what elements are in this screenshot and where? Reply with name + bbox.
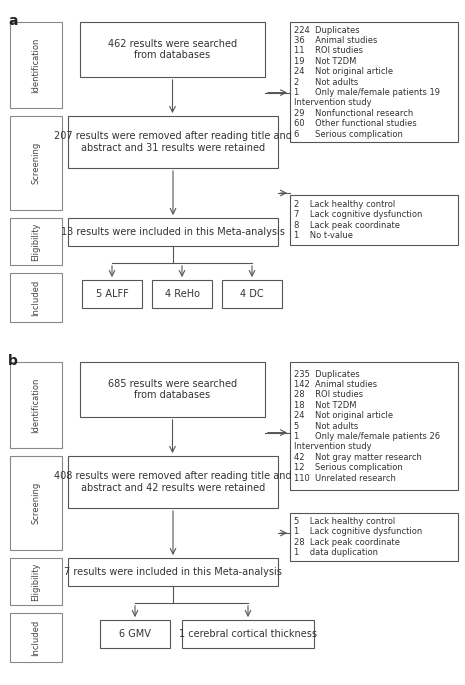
Text: Screening: Screening — [32, 142, 40, 184]
Text: 2    Lack healthy control
7    Lack cognitive dysfunction
8    Lack peak coordin: 2 Lack healthy control 7 Lack cognitive … — [294, 200, 422, 240]
Bar — [222, 280, 282, 308]
Bar — [182, 620, 314, 648]
Bar — [68, 116, 278, 168]
Bar — [10, 273, 62, 322]
Text: 224  Duplicates
36    Animal studies
11    ROI studies
19    Not T2DM
24    Not : 224 Duplicates 36 Animal studies 11 ROI … — [294, 25, 440, 138]
Bar — [10, 558, 62, 605]
Bar — [10, 116, 62, 210]
Text: 4 ReHo: 4 ReHo — [165, 289, 199, 299]
Text: a: a — [8, 14, 18, 28]
Text: Included: Included — [32, 279, 40, 316]
Text: Screening: Screening — [32, 482, 40, 524]
Text: 462 results were searched
from databases: 462 results were searched from databases — [108, 38, 237, 60]
Bar — [68, 558, 278, 586]
Bar — [152, 280, 212, 308]
Bar — [10, 22, 62, 108]
Bar — [10, 456, 62, 550]
Bar — [290, 22, 458, 142]
Text: 6 GMV: 6 GMV — [119, 629, 151, 639]
Bar — [68, 218, 278, 246]
Bar — [68, 456, 278, 508]
Text: 4 DC: 4 DC — [240, 289, 264, 299]
Bar — [80, 362, 265, 417]
Text: Included: Included — [32, 619, 40, 656]
Text: Eligibility: Eligibility — [32, 222, 40, 261]
Text: b: b — [8, 354, 18, 368]
Text: 5 ALFF: 5 ALFF — [96, 289, 128, 299]
Text: 5    Lack healthy control
1    Lack cognitive dysfunction
28  Lack peak coordina: 5 Lack healthy control 1 Lack cognitive … — [294, 517, 422, 557]
Bar — [82, 280, 142, 308]
Text: 13 results were included in this Meta-analysis: 13 results were included in this Meta-an… — [61, 227, 285, 237]
Bar — [10, 613, 62, 662]
Text: Identification: Identification — [32, 377, 40, 433]
Bar — [290, 513, 458, 561]
Text: 207 results were removed after reading title and
abstract and 31 results were re: 207 results were removed after reading t… — [54, 132, 292, 153]
Text: Eligibility: Eligibility — [32, 562, 40, 601]
Text: 235  Duplicates
142  Animal studies
28    ROI studies
18    Not T2DM
24    Not o: 235 Duplicates 142 Animal studies 28 ROI… — [294, 369, 440, 482]
Text: 408 results were removed after reading title and
abstract and 42 results were re: 408 results were removed after reading t… — [54, 471, 292, 493]
Text: 1 cerebral cortical thickness: 1 cerebral cortical thickness — [179, 629, 317, 639]
Bar — [100, 620, 170, 648]
Bar — [10, 362, 62, 448]
Bar — [80, 22, 265, 77]
Text: 685 results were searched
from databases: 685 results were searched from databases — [108, 379, 237, 400]
Bar — [10, 218, 62, 265]
Bar — [290, 195, 458, 245]
Text: 7 results were included in this Meta-analysis: 7 results were included in this Meta-ana… — [64, 567, 282, 577]
Bar — [290, 362, 458, 490]
Text: Identification: Identification — [32, 37, 40, 92]
